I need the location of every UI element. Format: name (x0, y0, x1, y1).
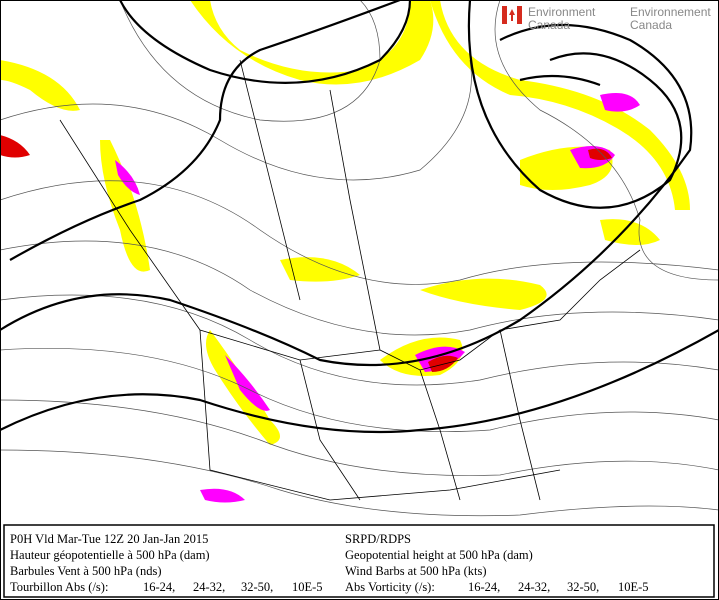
legend-line: Wind Barbs at 500 hPa (kts) (345, 564, 487, 578)
legend-range: 16-24, (143, 580, 175, 594)
legend-range: 32-50, (241, 580, 273, 594)
legend-line: SRPD/RDPS (345, 532, 411, 546)
legend-box (3, 524, 715, 598)
legend-label: Tourbillon Abs (/s): (10, 580, 108, 594)
logo-text: Canada (630, 18, 672, 32)
legend-line: Hauteur géopotentielle à 500 hPa (dam) (10, 548, 210, 562)
legend-line: Geopotential height at 500 hPa (dam) (345, 548, 533, 562)
legend-line: Barbules Vent à 500 hPa (nds) (10, 564, 161, 578)
legend-range: 32-50, (567, 580, 599, 594)
logo-text: Canada (528, 18, 570, 32)
political-borders (59, 59, 641, 501)
legend-range: 16-24, (468, 580, 500, 594)
height-contours (0, 0, 719, 517)
logo: Environment Canada Environnement Canada (502, 5, 711, 32)
legend-range: 24-32, (193, 580, 225, 594)
legend-label: Abs Vorticity (/s): (345, 580, 435, 594)
logo-text: Environnement (630, 5, 711, 19)
logo-text: Environment (528, 5, 596, 19)
legend-units: 10E-5 (292, 580, 323, 594)
legend-range: 24-32, (518, 580, 550, 594)
legend-units: 10E-5 (618, 580, 649, 594)
legend-line: P0H Vld Mar-Tue 12Z 20 Jan-Jan 2015 (10, 532, 208, 546)
legend: P0H Vld Mar-Tue 12Z 20 Jan-Jan 2015 Haute… (3, 524, 715, 598)
